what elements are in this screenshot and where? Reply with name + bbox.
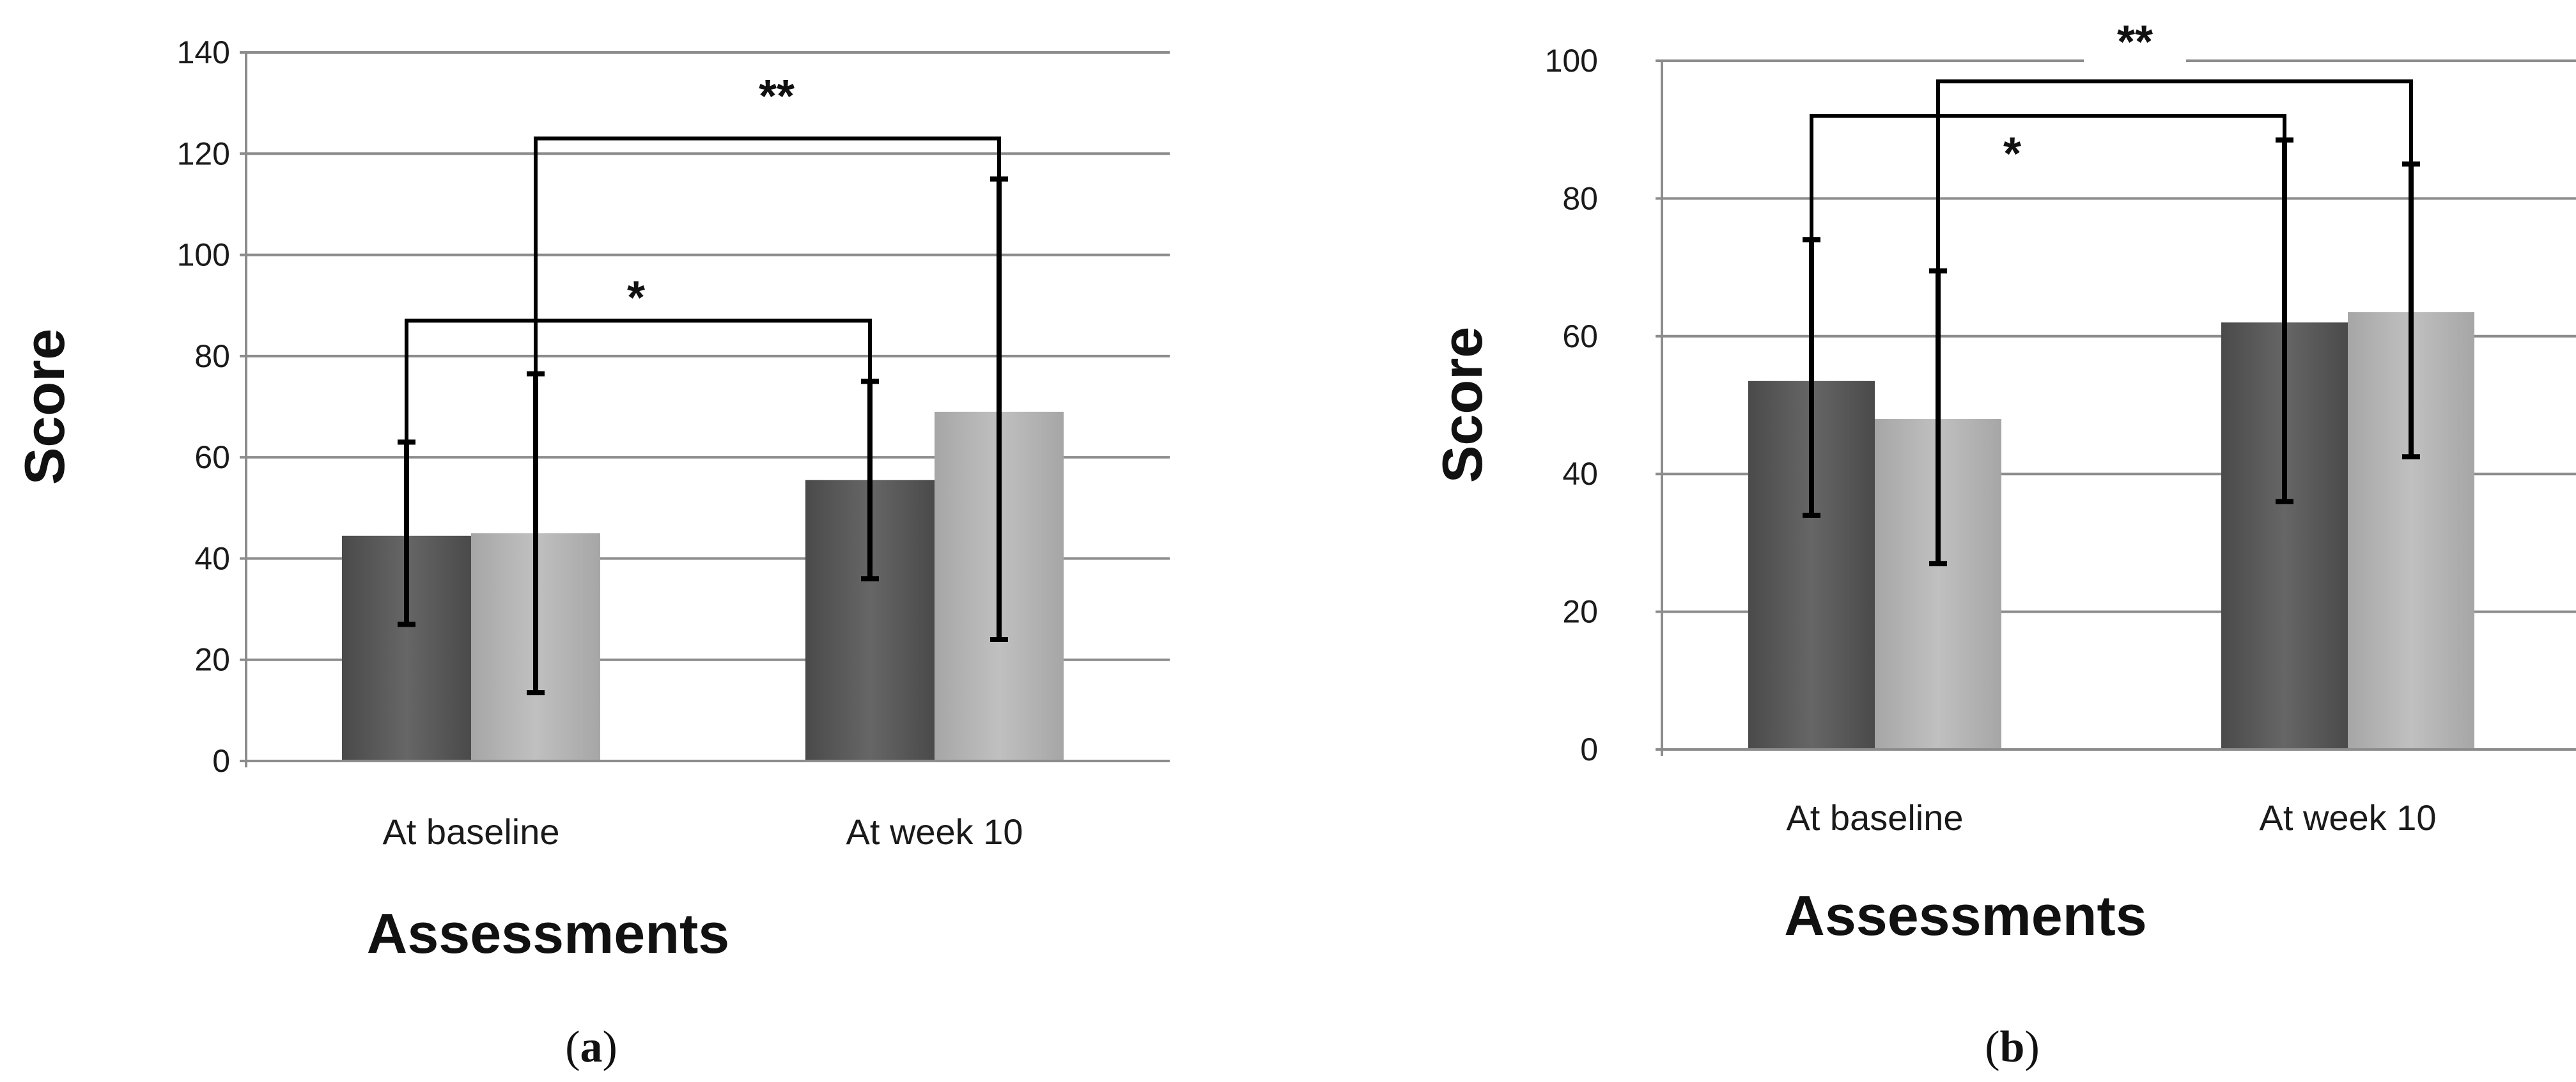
y-tick-label: 60 xyxy=(1562,318,1598,354)
y-tick-label: 40 xyxy=(1562,456,1598,492)
category-label: At week 10 xyxy=(2259,797,2436,838)
category-label: At week 10 xyxy=(846,812,1023,852)
y-tick-label: 60 xyxy=(194,439,230,475)
significance-label: ** xyxy=(759,71,795,122)
y-tick-label: 40 xyxy=(194,540,230,576)
category-label: At baseline xyxy=(382,812,559,852)
significance-bracket xyxy=(405,318,872,443)
significance-bracket xyxy=(1936,79,2413,271)
significance-bracket xyxy=(534,136,1001,374)
y-tick-label: 20 xyxy=(1562,594,1598,630)
significance-label: * xyxy=(2003,129,2021,180)
y-tick-label: 120 xyxy=(177,136,230,171)
panel-label: (b) xyxy=(1985,1023,2040,1072)
y-axis-title: Score xyxy=(1431,327,1494,483)
x-axis-title: Assessments xyxy=(367,902,729,965)
y-tick-label: 100 xyxy=(1545,43,1598,79)
significance-label: ** xyxy=(2117,17,2153,68)
y-tick-label: 20 xyxy=(194,642,230,678)
label-backdrop xyxy=(2084,19,2186,77)
y-tick-label: 0 xyxy=(1580,732,1598,767)
panel-label: (a) xyxy=(565,1023,617,1072)
chart-panel-a: 0 20 40 60 80 100 120 140 At baseline At week 10 *… xyxy=(13,35,1170,1072)
y-axis-title: Score xyxy=(13,329,76,485)
y-tick-label: 80 xyxy=(194,338,230,374)
x-axis-title: Assessments xyxy=(1784,884,2146,947)
category-label: At baseline xyxy=(1786,797,1963,838)
y-tick-label: 140 xyxy=(177,35,230,70)
significance-bracket xyxy=(1810,114,2286,240)
y-tick-label: 100 xyxy=(177,237,230,273)
y-tick-label: 0 xyxy=(212,743,230,779)
y-tick-label: 80 xyxy=(1562,180,1598,216)
significance-label: * xyxy=(627,272,645,324)
